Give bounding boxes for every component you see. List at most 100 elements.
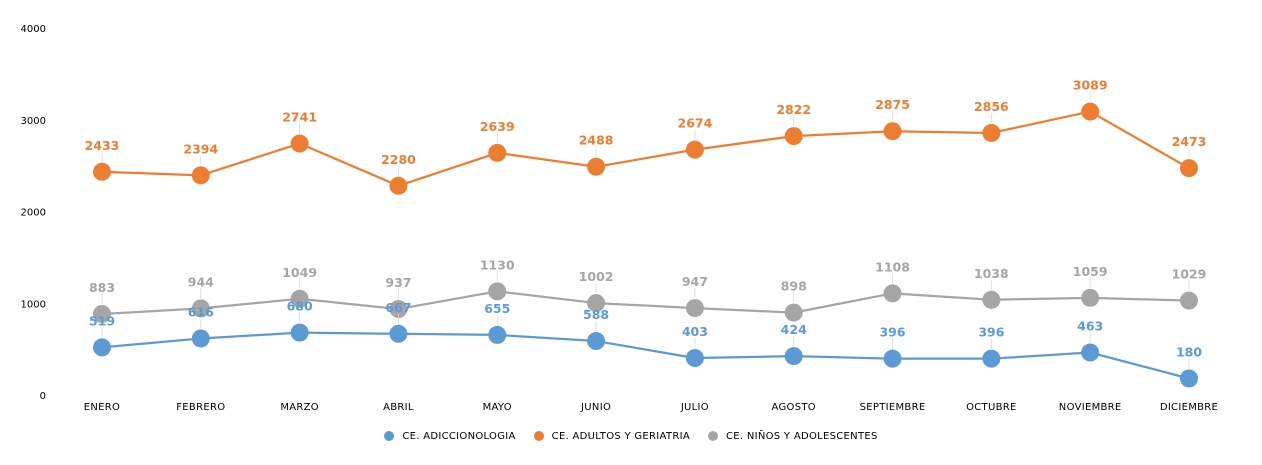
legend: CE. ADICCIONOLOGIA CE. ADULTOS Y GERIATRI…	[0, 426, 1262, 446]
x-tick-label: MAYO	[483, 402, 512, 413]
data-label: 463	[1077, 319, 1103, 334]
data-point	[389, 176, 408, 195]
data-point	[1180, 159, 1198, 178]
data-point	[191, 166, 210, 185]
data-label: 616	[188, 304, 214, 319]
data-point	[587, 332, 606, 351]
data-label: 424	[781, 322, 807, 337]
y-tick-label: 2000	[21, 208, 46, 219]
data-point	[1180, 369, 1198, 388]
data-point	[685, 299, 704, 318]
data-point	[191, 329, 210, 348]
data-label: 3089	[1073, 78, 1108, 93]
data-point	[784, 347, 803, 366]
data-label: 2488	[579, 133, 614, 148]
data-point	[883, 122, 902, 141]
data-label: 947	[682, 274, 708, 289]
data-label: 1059	[1073, 264, 1108, 279]
data-label: 2433	[85, 138, 120, 153]
data-point	[488, 325, 507, 344]
data-label: 1049	[282, 265, 317, 280]
legend-label: CE. ADICCIONOLOGIA	[402, 430, 516, 442]
data-point	[1180, 291, 1198, 310]
data-point	[1081, 343, 1100, 362]
legend-item: CE. NIÑOS Y ADOLESCENTES	[707, 430, 878, 442]
series-1	[93, 91, 1198, 195]
data-point	[290, 134, 309, 153]
x-tick-label: MARZO	[280, 402, 319, 413]
data-point	[191, 299, 210, 318]
data-point	[982, 290, 1001, 309]
data-label: 1029	[1172, 267, 1207, 282]
series-0	[93, 312, 1198, 388]
data-label: 2674	[678, 116, 713, 131]
data-label: 180	[1176, 344, 1202, 359]
data-point	[784, 303, 803, 322]
data-point	[93, 162, 111, 181]
legend-marker-icon	[707, 431, 718, 441]
data-label: 396	[978, 325, 1004, 340]
legend-marker-icon	[533, 431, 544, 441]
data-label: 588	[583, 307, 609, 322]
x-tick-label: SEPTIEMBRE	[860, 402, 926, 413]
data-label: 2875	[875, 97, 910, 112]
x-tick-label: FEBRERO	[176, 402, 225, 413]
x-axis: ENERO FEBRERO MARZO ABRIL MAYO JUNIO JULIO AGOS…	[84, 402, 1218, 413]
legend-label: CE. NIÑOS Y ADOLESCENTES	[725, 430, 878, 442]
data-point	[883, 284, 902, 303]
data-point	[93, 304, 111, 323]
x-tick-label: AGOSTO	[772, 402, 816, 413]
data-label: 519	[89, 313, 115, 328]
data-labels: 883 944 1049 937 1130 1002 947 898 1108 1038 1059 1…	[85, 78, 1207, 360]
data-point	[93, 338, 111, 357]
x-tick-label: JULIO	[680, 402, 709, 413]
data-label: 1038	[974, 266, 1009, 281]
series-line	[101, 110, 1190, 187]
x-tick-label: DICIEMBRE	[1160, 402, 1218, 413]
data-label: 2280	[381, 152, 416, 167]
data-point	[488, 282, 507, 301]
legend-marker-icon	[384, 431, 395, 441]
data-label: 1130	[480, 257, 515, 272]
y-tick-label: 3000	[21, 116, 46, 127]
series-line	[101, 290, 1190, 316]
data-point	[982, 123, 1001, 142]
data-label: 883	[89, 280, 115, 295]
data-label: 1108	[875, 259, 910, 274]
data-label: 655	[484, 301, 510, 316]
data-point	[389, 324, 408, 343]
y-tick-label: 4000	[21, 24, 46, 35]
series-layer	[93, 91, 1198, 388]
data-label: 2741	[282, 110, 317, 125]
data-point	[389, 300, 408, 319]
legend-item: CE. ADICCIONOLOGIA	[384, 431, 515, 442]
y-tick-label: 0	[40, 391, 46, 402]
data-label: 667	[385, 300, 411, 315]
x-tick-label: JUNIO	[580, 402, 611, 413]
data-label: 1002	[579, 269, 614, 284]
y-tick-label: 1000	[21, 299, 46, 310]
data-point	[488, 143, 507, 162]
series-2	[93, 271, 1198, 323]
data-label: 2856	[974, 99, 1009, 114]
legend-item: CE. ADULTOS Y GERIATRIA	[533, 430, 690, 442]
data-point	[685, 140, 704, 159]
x-tick-label: NOVIEMBRE	[1059, 402, 1122, 413]
data-label: 403	[682, 324, 708, 339]
data-label: 2394	[183, 141, 218, 156]
data-label: 396	[879, 325, 905, 340]
data-point	[587, 294, 606, 313]
data-label: 898	[781, 279, 807, 294]
x-tick-label: ABRIL	[383, 402, 414, 413]
data-label: 944	[188, 274, 214, 289]
data-point	[290, 323, 309, 342]
x-tick-label: OCTUBRE	[966, 402, 1017, 413]
legend-label: CE. ADULTOS Y GERIATRIA	[551, 430, 690, 442]
data-point	[1081, 102, 1100, 121]
data-label: 2473	[1172, 134, 1207, 149]
data-label: 937	[385, 275, 411, 290]
data-label: 2639	[480, 119, 515, 134]
data-point	[685, 349, 704, 368]
data-point	[587, 157, 606, 176]
